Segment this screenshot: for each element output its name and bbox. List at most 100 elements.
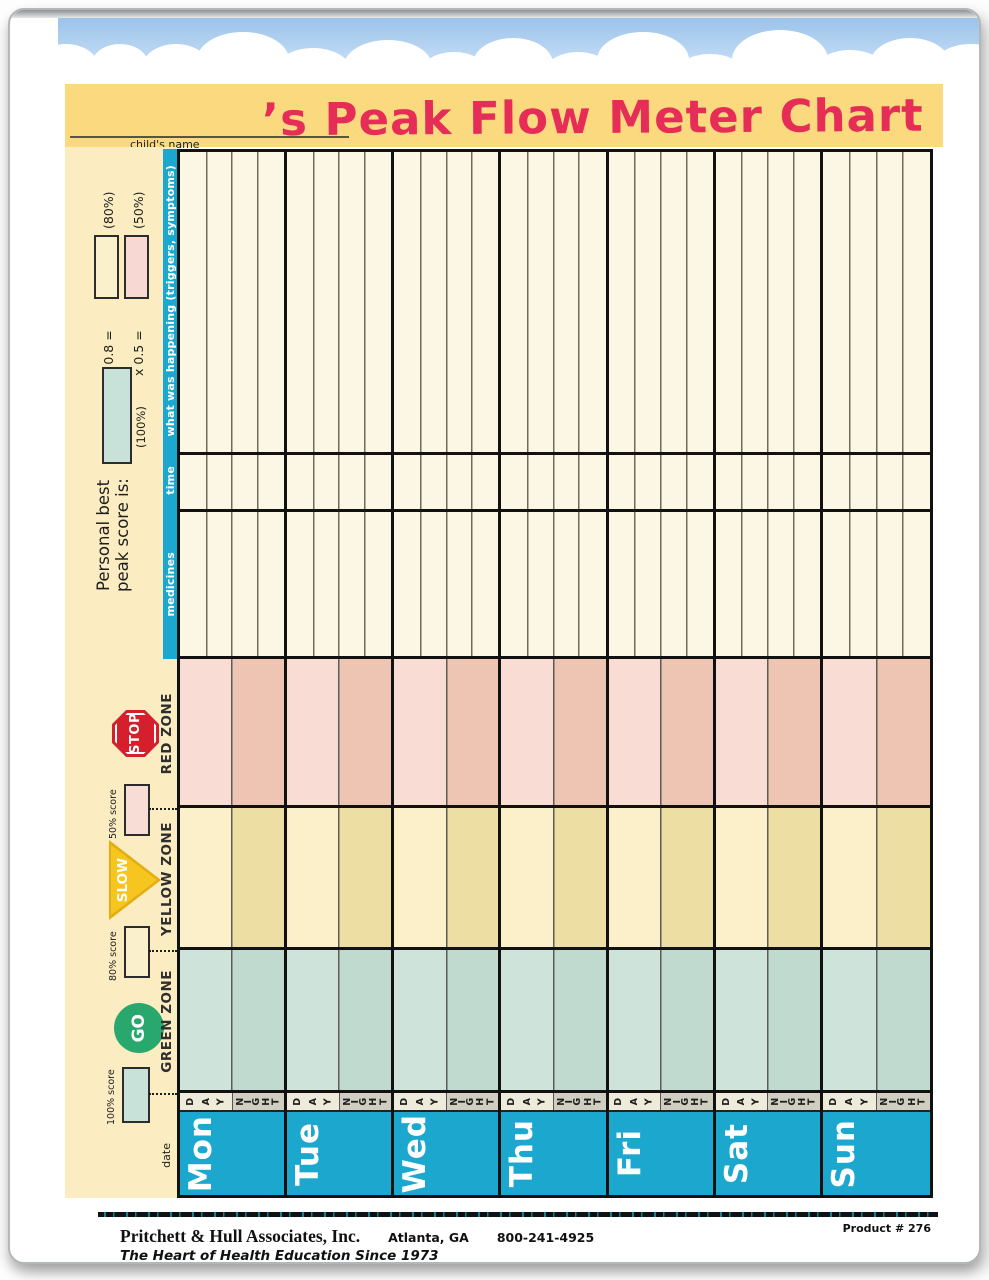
child-name-field — [70, 80, 349, 138]
slow-sign-label: SLOW — [115, 857, 131, 903]
row-header-time: time — [163, 466, 177, 495]
green-zone-cells — [715, 950, 820, 1093]
key-box-50 — [124, 235, 149, 299]
stop-sign-icon: STOP — [112, 710, 159, 757]
red-zone-cells — [715, 659, 820, 808]
red-zone-cells — [394, 659, 499, 808]
footer-line: Pritchett & Hull Associates, Inc. Atlant… — [120, 1226, 594, 1247]
row-header-bar: what was happening (triggers, symptoms) … — [163, 149, 177, 659]
day-name: Tue — [290, 1121, 327, 1186]
red-zone-cells — [287, 659, 392, 808]
publisher-name: Pritchett & Hull Associates, Inc. — [120, 1226, 361, 1246]
green-zone-cells — [287, 950, 392, 1093]
day-name: Thu — [504, 1119, 541, 1188]
time-cells — [287, 455, 392, 512]
personal-best-line1: Personal best — [94, 479, 113, 591]
time-cells — [180, 455, 285, 512]
score-box-100 — [122, 1067, 150, 1123]
triggers-cells — [180, 152, 285, 455]
yellow-zone-cells — [180, 808, 285, 950]
time-cells — [715, 455, 820, 512]
triggers-cells — [501, 152, 606, 455]
triggers-cells — [287, 152, 392, 455]
score-80-label: 80% score — [108, 931, 119, 981]
score-box-50 — [124, 784, 150, 836]
dotted-line-50 — [149, 808, 177, 810]
green-zone-cells — [608, 950, 713, 1093]
row-header-medicines: medicines — [163, 551, 177, 617]
score-100-label: 100% score — [106, 1069, 117, 1125]
yellow-zone-cells — [394, 808, 499, 950]
yellow-zone-cells — [608, 808, 713, 950]
yellow-zone-cells — [501, 808, 606, 950]
date-label: date — [160, 1142, 173, 1168]
publisher-phone: 800-241-4925 — [496, 1230, 595, 1245]
footer-divider — [98, 1212, 938, 1217]
publisher-city: Atlanta, GA — [388, 1230, 469, 1245]
green-zone-cells — [501, 950, 606, 1093]
day-name-cell: Mon — [180, 1112, 285, 1195]
day-name: Mon — [183, 1114, 219, 1193]
key-box-100 — [102, 367, 132, 464]
time-cells — [822, 455, 930, 512]
dotted-line-100 — [149, 1093, 177, 1095]
time-cells — [608, 455, 713, 512]
medicines-cells — [822, 512, 930, 659]
chart-page: child's name ’s Peak Flow Meter Chart (8… — [8, 8, 981, 1264]
stop-sign-label: STOP — [128, 713, 143, 754]
day-name-cell: Sun — [822, 1112, 930, 1195]
yellow-zone-label: YELLOW ZONE — [159, 821, 175, 937]
red-zone-cells — [501, 659, 606, 808]
day-name-cell: Tue — [287, 1112, 392, 1195]
cloud-border — [58, 18, 979, 66]
publisher-tagline: The Heart of Health Education Since 1973 — [120, 1248, 439, 1264]
day-name: Wed — [397, 1113, 434, 1194]
triggers-cells — [608, 152, 713, 455]
day-name: Sun — [825, 1118, 862, 1189]
triggers-cells — [822, 152, 930, 455]
day-name-cell: Fri — [608, 1112, 713, 1195]
pct-100-label: (100%) — [134, 406, 148, 448]
green-zone-cells — [394, 950, 499, 1093]
green-zone-cells — [180, 950, 285, 1093]
triggers-cells — [715, 152, 820, 455]
red-zone-cells — [822, 659, 930, 808]
score-box-80 — [124, 926, 150, 978]
dotted-line-80 — [149, 950, 177, 952]
page-top-edge — [10, 10, 979, 18]
personal-best-line2: peak score is: — [113, 478, 132, 592]
red-zone-cells — [180, 659, 285, 808]
day-name: Fri — [611, 1129, 648, 1178]
medicines-cells — [501, 512, 606, 659]
day-name-cell: Wed — [394, 1112, 499, 1195]
day-name: Sat — [718, 1122, 755, 1185]
product-number: Product # 276 — [842, 1222, 931, 1235]
yellow-zone-cells — [287, 808, 392, 950]
medicines-cells — [608, 512, 713, 659]
red-zone-label: RED ZONE — [159, 692, 175, 775]
time-cells — [394, 455, 499, 512]
yellow-zone-cells — [715, 808, 820, 950]
